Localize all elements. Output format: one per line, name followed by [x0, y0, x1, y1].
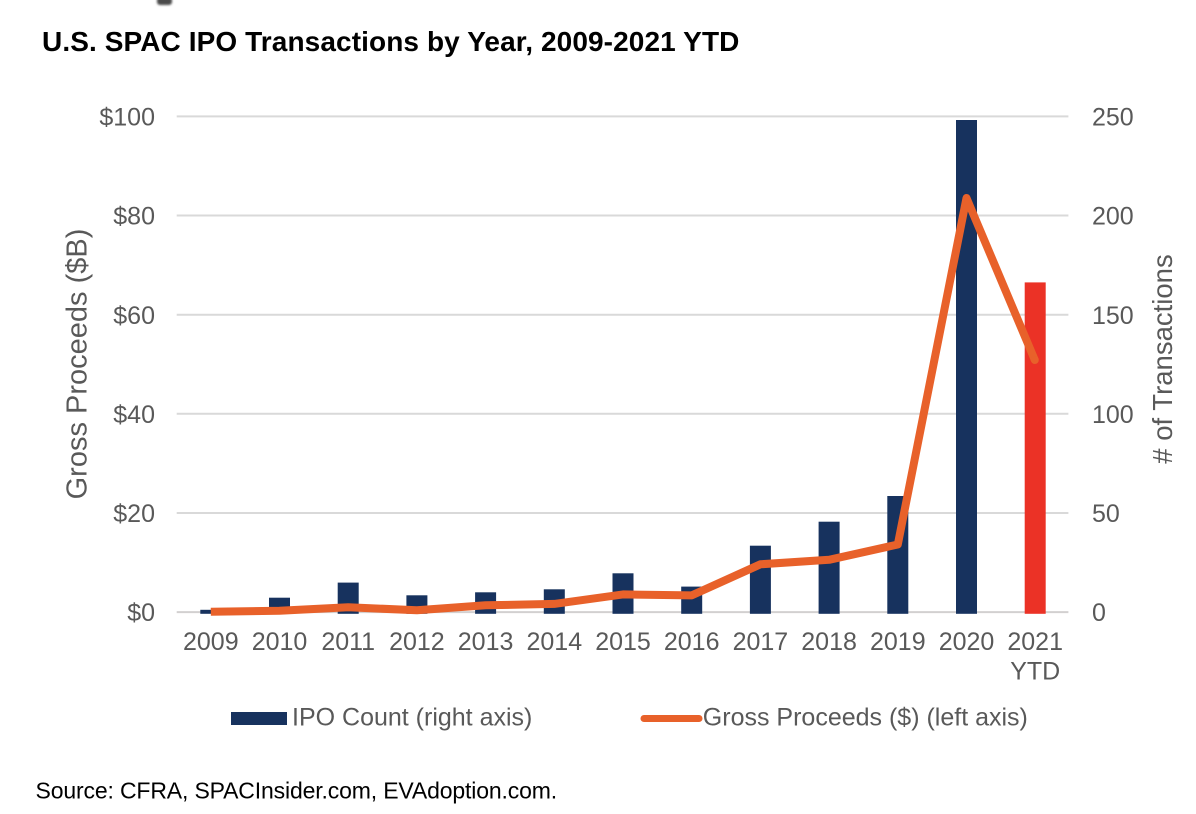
svg-text:2010: 2010: [252, 628, 308, 656]
svg-text:2013: 2013: [458, 628, 514, 656]
svg-text:# of Transactions: # of Transactions: [1147, 254, 1178, 463]
svg-text:2017: 2017: [733, 628, 789, 656]
svg-text:2009: 2009: [183, 628, 239, 656]
svg-text:250: 250: [1092, 104, 1134, 132]
svg-text:2012: 2012: [389, 628, 445, 656]
svg-text:YTD: YTD: [1010, 658, 1060, 686]
svg-text:2014: 2014: [526, 628, 582, 656]
svg-text:Gross Proceeds ($B): Gross Proceeds ($B): [62, 229, 94, 500]
svg-text:$80: $80: [113, 203, 155, 231]
svg-text:Gross Proceeds ($) (left axis): Gross Proceeds ($) (left axis): [703, 704, 1028, 732]
svg-text:$40: $40: [113, 401, 155, 429]
svg-text:150: 150: [1092, 302, 1134, 330]
svg-text:50: 50: [1092, 500, 1120, 528]
svg-text:$60: $60: [113, 302, 155, 330]
svg-text:2015: 2015: [595, 628, 651, 656]
svg-text:2021: 2021: [1007, 628, 1063, 656]
svg-text:IPO Count (right axis): IPO Count (right axis): [292, 704, 532, 732]
svg-text:0: 0: [1092, 599, 1106, 627]
svg-text:200: 200: [1092, 203, 1134, 231]
svg-text:2020: 2020: [939, 628, 995, 656]
svg-text:2016: 2016: [664, 628, 720, 656]
svg-text:2019: 2019: [870, 628, 926, 656]
svg-text:2011: 2011: [321, 628, 375, 656]
svg-text:U.S. SPAC IPO Transactions by: U.S. SPAC IPO Transactions by Year, 2009…: [42, 26, 739, 57]
svg-text:2018: 2018: [801, 628, 857, 656]
svg-text:$100: $100: [99, 104, 155, 132]
svg-text:$20: $20: [113, 500, 155, 528]
svg-text:Source: CFRA, SPACInsider.com,: Source: CFRA, SPACInsider.com, EVAdoptio…: [36, 778, 557, 804]
svg-text:100: 100: [1092, 401, 1134, 429]
svg-text:$0: $0: [127, 599, 155, 627]
